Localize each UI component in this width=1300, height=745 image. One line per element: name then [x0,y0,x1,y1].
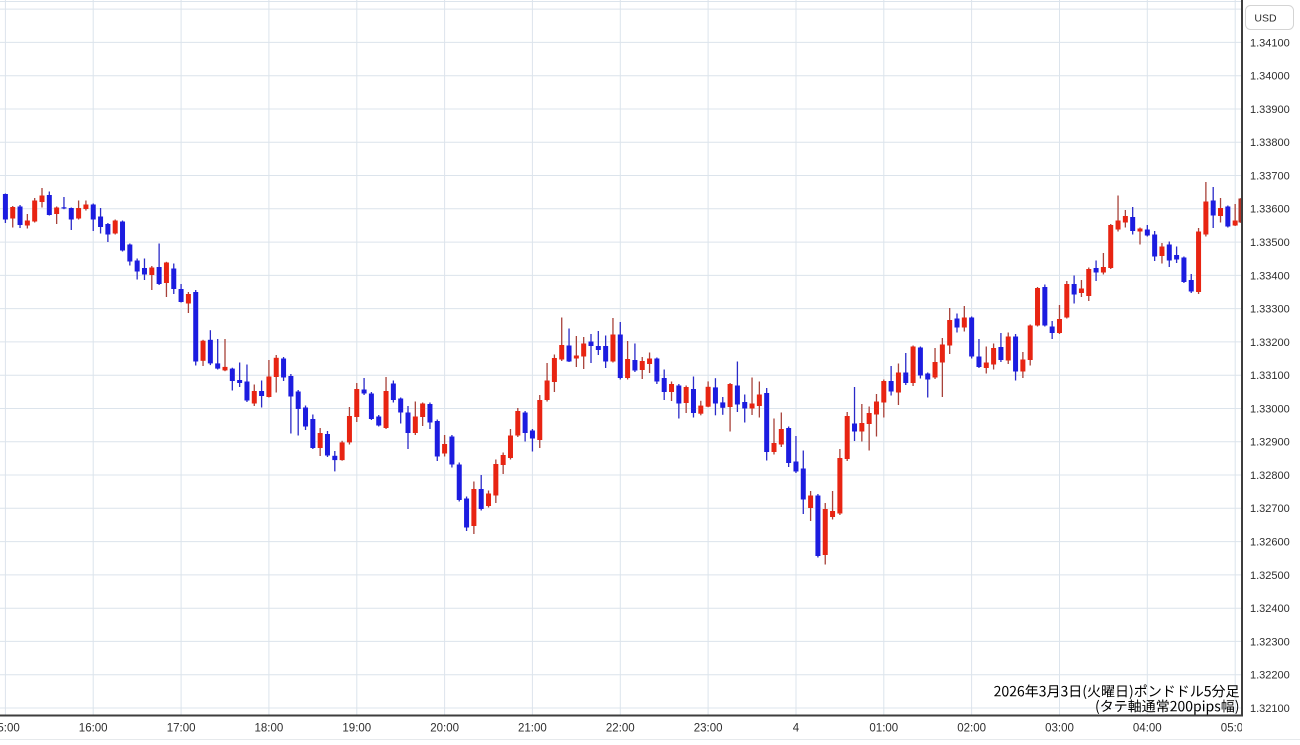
svg-text:1.33500: 1.33500 [1250,237,1290,249]
svg-text:1.32200: 1.32200 [1250,670,1290,682]
svg-text:1.33400: 1.33400 [1250,270,1290,282]
svg-text:1.32900: 1.32900 [1250,437,1290,449]
svg-text:1.32300: 1.32300 [1250,636,1290,648]
svg-text:USD: USD [1254,13,1277,25]
svg-text:05:00: 05:00 [1221,723,1250,735]
svg-text:20:00: 20:00 [430,723,459,735]
svg-text:1.34100: 1.34100 [1250,37,1290,49]
svg-text:1.33700: 1.33700 [1250,170,1290,182]
svg-text:1.32500: 1.32500 [1250,570,1290,582]
svg-text:1.32600: 1.32600 [1250,537,1290,549]
svg-text:23:00: 23:00 [694,723,723,735]
svg-text:22:00: 22:00 [606,723,635,735]
svg-text:1.33600: 1.33600 [1250,204,1290,216]
svg-text:18:00: 18:00 [255,723,284,735]
svg-text:1.33200: 1.33200 [1250,337,1290,349]
svg-text:1.32100: 1.32100 [1250,703,1290,715]
svg-text:15:00: 15:00 [0,723,20,735]
svg-text:21:00: 21:00 [518,723,547,735]
svg-text:1.32800: 1.32800 [1250,470,1290,482]
svg-text:1.34000: 1.34000 [1250,71,1290,83]
svg-text:19:00: 19:00 [342,723,371,735]
svg-text:4: 4 [793,723,800,735]
svg-text:1.32400: 1.32400 [1250,603,1290,615]
svg-text:1.33000: 1.33000 [1250,403,1290,415]
svg-text:04:00: 04:00 [1133,723,1162,735]
svg-text:1.33100: 1.33100 [1250,370,1290,382]
svg-text:17:00: 17:00 [167,723,196,735]
svg-text:03:00: 03:00 [1045,723,1074,735]
svg-text:1.33300: 1.33300 [1250,304,1290,316]
svg-text:02:00: 02:00 [957,723,986,735]
svg-text:16:00: 16:00 [79,723,108,735]
svg-text:01:00: 01:00 [869,723,898,735]
svg-text:1.33900: 1.33900 [1250,104,1290,116]
svg-text:1.33800: 1.33800 [1250,137,1290,149]
svg-text:1.32700: 1.32700 [1250,503,1290,515]
